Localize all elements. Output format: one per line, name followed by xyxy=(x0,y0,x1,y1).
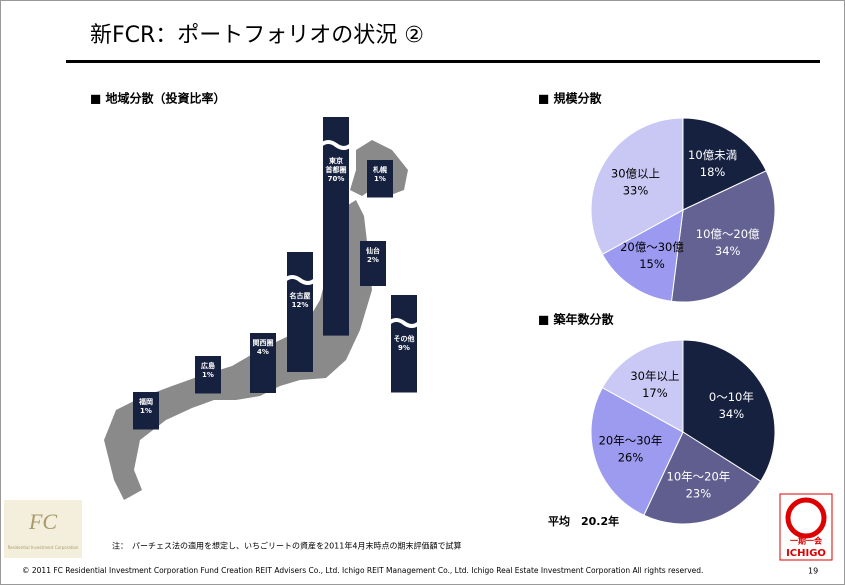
fc-logo xyxy=(4,500,82,558)
pie-slice xyxy=(643,431,762,525)
bar-value: 1% xyxy=(374,175,386,183)
axis-break xyxy=(283,275,317,285)
japan-map xyxy=(104,140,408,500)
note: 注： パーチェス法の適用を想定し、いちごリートの資産を2011年4月末時点の期末… xyxy=(112,541,461,551)
bar-value: 4% xyxy=(257,348,269,356)
ichigo-logo-mark xyxy=(785,497,827,539)
ichigo-logo-jp: 一期一会 xyxy=(790,536,822,546)
bar-value: 9% xyxy=(398,344,410,352)
bar xyxy=(391,295,417,393)
pie-slice xyxy=(590,117,684,256)
bar xyxy=(133,392,159,430)
slice-label: 10億未満 xyxy=(688,148,737,162)
bar-value: 2% xyxy=(367,256,379,264)
fc-logo-sub: Residential Investment Corporation xyxy=(8,545,79,550)
slice-label: 20億～30億 xyxy=(620,240,684,254)
bar xyxy=(195,356,221,394)
slice-value: 34% xyxy=(719,407,745,421)
bar xyxy=(360,241,386,286)
slice-value: 17% xyxy=(642,386,668,400)
bar xyxy=(287,252,313,372)
slice-label: 20年～30年 xyxy=(599,434,663,448)
slice-label: 10年～20年 xyxy=(667,470,731,484)
title: 新FCR：ポートフォリオの状況 ② xyxy=(90,23,424,48)
page-number: 19 xyxy=(808,567,818,576)
slice-label: 30年以上 xyxy=(630,369,679,383)
bar-value: 1% xyxy=(140,407,152,415)
bar xyxy=(323,117,349,336)
bar-value: 70% xyxy=(327,175,345,183)
slice-value: 34% xyxy=(715,244,741,258)
pie-slice xyxy=(601,339,684,433)
slice-label: 0～10年 xyxy=(709,390,754,404)
bar-category: 関西圏 xyxy=(252,339,274,347)
bar xyxy=(367,160,393,198)
bar-category: 仙台 xyxy=(366,247,380,255)
slice-value: 18% xyxy=(700,165,726,179)
slice-value: 23% xyxy=(686,487,712,501)
bar-category: その他 xyxy=(393,335,415,343)
pie-slice xyxy=(601,209,684,302)
bar-category: 福岡 xyxy=(139,398,153,406)
map-title: ■ 地域分散（投資比率） xyxy=(90,91,226,106)
pie-slice xyxy=(682,339,776,482)
title-rule xyxy=(66,60,820,63)
slice-label: 30億以上 xyxy=(611,166,660,180)
bar-category: 広島 xyxy=(201,362,215,370)
bar-value: 12% xyxy=(291,301,309,309)
slice-value: 33% xyxy=(623,183,649,197)
pie-title: ■ 規模分散 xyxy=(538,91,603,106)
fc-logo-text: FC xyxy=(28,509,57,534)
slice-value: 15% xyxy=(639,257,665,271)
footer: © 2011 FC Residential Investment Corpora… xyxy=(22,566,703,575)
pie-slice xyxy=(670,170,776,303)
bar-category: 札幌 xyxy=(373,166,387,174)
slice-label: 10億～20億 xyxy=(696,227,760,241)
bar-category: 東京 首都圏 xyxy=(325,157,347,174)
pie-slice xyxy=(682,117,767,211)
bar-value: 1% xyxy=(202,371,214,379)
pie-title: ■ 築年数分散 xyxy=(538,312,615,327)
slice-value: 26% xyxy=(618,451,644,465)
annotation: 平均 20.2年 xyxy=(548,514,619,528)
bar xyxy=(250,333,276,393)
axis-break xyxy=(387,318,421,328)
ichigo-logo-en: ICHIGO xyxy=(786,548,826,559)
bar-category: 名古屋 xyxy=(289,292,311,300)
axis-break xyxy=(319,140,353,150)
